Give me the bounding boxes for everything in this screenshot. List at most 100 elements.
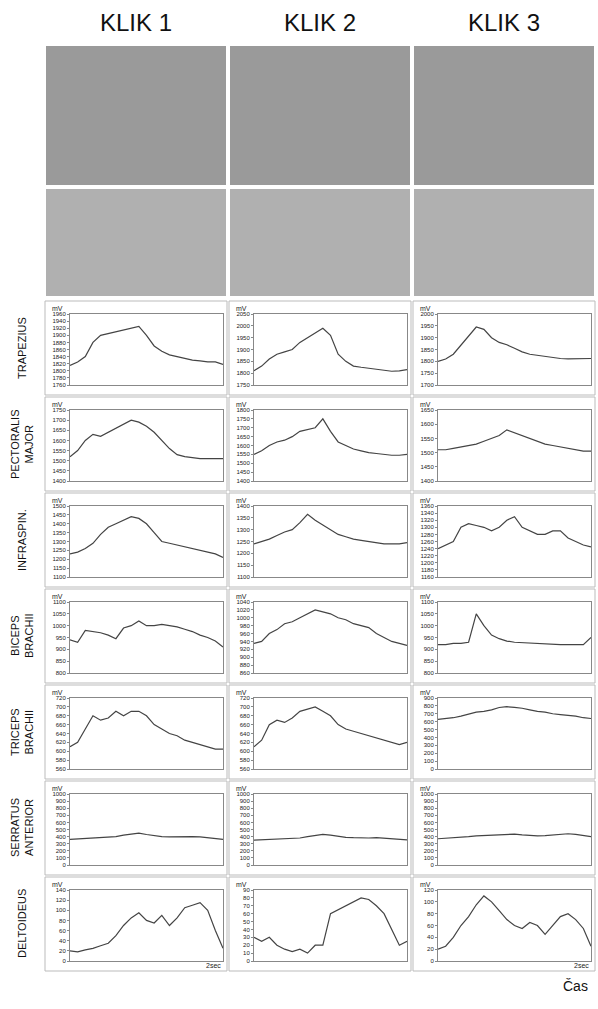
svg-text:600: 600 xyxy=(56,820,67,826)
svg-text:980: 980 xyxy=(240,623,251,629)
svg-text:880: 880 xyxy=(240,662,251,668)
svg-text:1350: 1350 xyxy=(236,515,250,521)
svg-text:0: 0 xyxy=(246,862,250,868)
svg-text:1400: 1400 xyxy=(52,521,66,527)
svg-text:1940: 1940 xyxy=(52,318,66,324)
svg-text:940: 940 xyxy=(240,639,251,645)
svg-text:800: 800 xyxy=(56,805,67,811)
svg-text:1840: 1840 xyxy=(52,354,66,360)
svg-text:100: 100 xyxy=(424,855,435,861)
svg-text:640: 640 xyxy=(240,731,251,737)
svg-text:1850: 1850 xyxy=(420,347,434,353)
svg-text:1800: 1800 xyxy=(236,407,250,413)
svg-text:120: 120 xyxy=(56,897,67,903)
svg-text:mV: mV xyxy=(236,785,247,792)
svg-text:mV: mV xyxy=(236,881,247,888)
svg-text:600: 600 xyxy=(56,748,67,754)
svg-text:1760: 1760 xyxy=(52,382,66,388)
svg-text:0: 0 xyxy=(62,862,66,868)
svg-text:1860: 1860 xyxy=(52,347,66,353)
svg-text:680: 680 xyxy=(240,713,251,719)
svg-text:0: 0 xyxy=(430,958,434,964)
svg-text:mV: mV xyxy=(236,401,247,408)
svg-text:1160: 1160 xyxy=(421,574,435,580)
svg-text:1400: 1400 xyxy=(52,478,66,484)
svg-text:1780: 1780 xyxy=(52,375,66,381)
svg-text:70: 70 xyxy=(243,903,250,909)
svg-text:1000: 1000 xyxy=(52,791,66,797)
svg-text:700: 700 xyxy=(424,812,435,818)
svg-text:1400: 1400 xyxy=(236,478,250,484)
svg-text:mV: mV xyxy=(52,593,63,600)
svg-text:1260: 1260 xyxy=(420,539,434,545)
svg-text:300: 300 xyxy=(240,841,251,847)
svg-text:1600: 1600 xyxy=(52,438,66,444)
svg-text:1850: 1850 xyxy=(236,358,250,364)
svg-text:2050: 2050 xyxy=(236,311,250,317)
svg-text:500: 500 xyxy=(424,727,435,733)
svg-text:40: 40 xyxy=(59,938,66,944)
svg-text:500: 500 xyxy=(56,827,67,833)
svg-text:920: 920 xyxy=(240,646,251,652)
svg-text:800: 800 xyxy=(424,670,435,676)
svg-text:1900: 1900 xyxy=(52,332,66,338)
svg-text:560: 560 xyxy=(56,766,67,772)
svg-text:850: 850 xyxy=(424,658,435,664)
svg-text:90: 90 xyxy=(243,887,250,893)
svg-text:1400: 1400 xyxy=(236,503,250,509)
svg-text:960: 960 xyxy=(240,631,251,637)
svg-text:620: 620 xyxy=(240,739,251,745)
svg-text:1600: 1600 xyxy=(420,421,434,427)
svg-text:mV: mV xyxy=(420,593,431,600)
svg-text:950: 950 xyxy=(424,635,435,641)
svg-text:580: 580 xyxy=(240,757,251,763)
svg-text:400: 400 xyxy=(424,834,435,840)
svg-text:1960: 1960 xyxy=(52,311,66,317)
svg-text:1450: 1450 xyxy=(52,512,66,518)
svg-text:1040: 1040 xyxy=(236,599,250,605)
svg-text:1280: 1280 xyxy=(420,532,434,538)
svg-text:mV: mV xyxy=(52,881,63,888)
svg-text:900: 900 xyxy=(56,646,67,652)
svg-text:600: 600 xyxy=(240,820,251,826)
svg-text:720: 720 xyxy=(240,695,251,701)
svg-text:1450: 1450 xyxy=(420,464,434,470)
svg-text:660: 660 xyxy=(240,722,251,728)
svg-text:mV: mV xyxy=(52,305,63,312)
svg-text:80: 80 xyxy=(243,895,250,901)
svg-text:1000: 1000 xyxy=(236,791,250,797)
svg-text:580: 580 xyxy=(56,757,67,763)
svg-text:1700: 1700 xyxy=(236,425,250,431)
svg-text:KLIK 3: KLIK 3 xyxy=(468,9,540,36)
svg-text:850: 850 xyxy=(56,658,67,664)
svg-text:1750: 1750 xyxy=(420,370,434,376)
svg-text:1650: 1650 xyxy=(52,427,66,433)
svg-text:mV: mV xyxy=(420,305,431,312)
svg-text:800: 800 xyxy=(56,670,67,676)
svg-text:40: 40 xyxy=(243,927,250,933)
svg-text:680: 680 xyxy=(56,713,67,719)
svg-text:1350: 1350 xyxy=(52,530,66,536)
svg-text:TRICEPSBRACHII: TRICEPSBRACHII xyxy=(9,708,35,756)
svg-text:700: 700 xyxy=(240,704,251,710)
svg-text:950: 950 xyxy=(56,635,67,641)
svg-text:600: 600 xyxy=(240,748,251,754)
svg-text:1900: 1900 xyxy=(420,335,434,341)
svg-text:800: 800 xyxy=(424,703,435,709)
svg-text:1500: 1500 xyxy=(236,460,250,466)
svg-text:1020: 1020 xyxy=(236,607,250,613)
svg-text:1200: 1200 xyxy=(420,560,434,566)
svg-text:80: 80 xyxy=(59,918,66,924)
svg-text:1900: 1900 xyxy=(236,347,250,353)
svg-text:mV: mV xyxy=(236,593,247,600)
svg-text:1650: 1650 xyxy=(420,407,434,413)
svg-text:KLIK 1: KLIK 1 xyxy=(100,9,172,36)
svg-text:1050: 1050 xyxy=(420,611,434,617)
svg-text:1150: 1150 xyxy=(237,562,251,568)
svg-text:20: 20 xyxy=(427,946,434,952)
svg-text:2000: 2000 xyxy=(420,311,434,317)
svg-text:1950: 1950 xyxy=(420,323,434,329)
svg-text:1550: 1550 xyxy=(236,451,250,457)
svg-text:1600: 1600 xyxy=(236,443,250,449)
svg-text:mV: mV xyxy=(420,785,431,792)
